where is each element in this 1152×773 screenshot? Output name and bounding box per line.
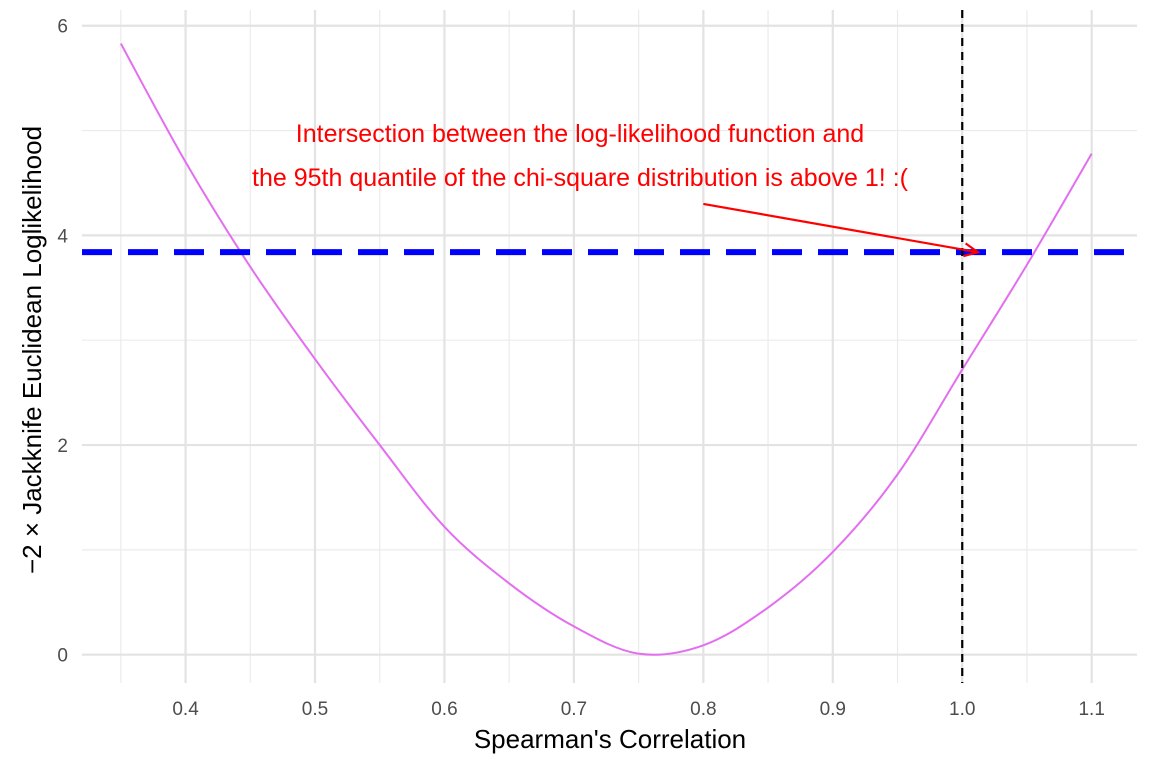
series-layer	[119, 43, 1093, 656]
axis-layer: 0.4 0.5 0.6 0.7 0.8 0.9 1.0 1.1 0 2 4 6	[57, 17, 1104, 720]
y-tick-label: 0	[57, 646, 68, 667]
series-line	[119, 43, 1093, 656]
y-axis-title: −2 × Jackknife Euclidean Loglikelihood	[17, 126, 47, 574]
x-tick-label: 1.1	[1078, 699, 1104, 720]
annotation-layer: Intersection between the log-likelihood …	[252, 120, 981, 258]
x-tick-label: 0.8	[690, 699, 716, 720]
reference-lines	[82, 10, 1137, 683]
annotation-arrow-line	[703, 202, 978, 254]
x-tick-label: 0.6	[431, 699, 457, 720]
y-tick-label: 6	[57, 17, 68, 38]
y-tick-label: 4	[57, 226, 68, 247]
annotation-text-line-2: the 95th quantile of the chi-square dist…	[252, 164, 909, 192]
x-tick-label: 0.7	[561, 699, 587, 720]
x-tick-label: 0.5	[302, 699, 328, 720]
x-tick-label: 0.4	[172, 699, 199, 720]
annotation-text-line-1: Intersection between the log-likelihood …	[296, 120, 864, 148]
x-axis-title: Spearman's Correlation	[474, 724, 746, 754]
major-gridlines	[82, 10, 1137, 683]
minor-gridlines	[82, 10, 1137, 683]
y-tick-label: 2	[57, 436, 68, 457]
x-tick-label: 1.0	[949, 699, 975, 720]
x-tick-label: 0.9	[820, 699, 846, 720]
annotation-arrow-head	[963, 242, 981, 258]
